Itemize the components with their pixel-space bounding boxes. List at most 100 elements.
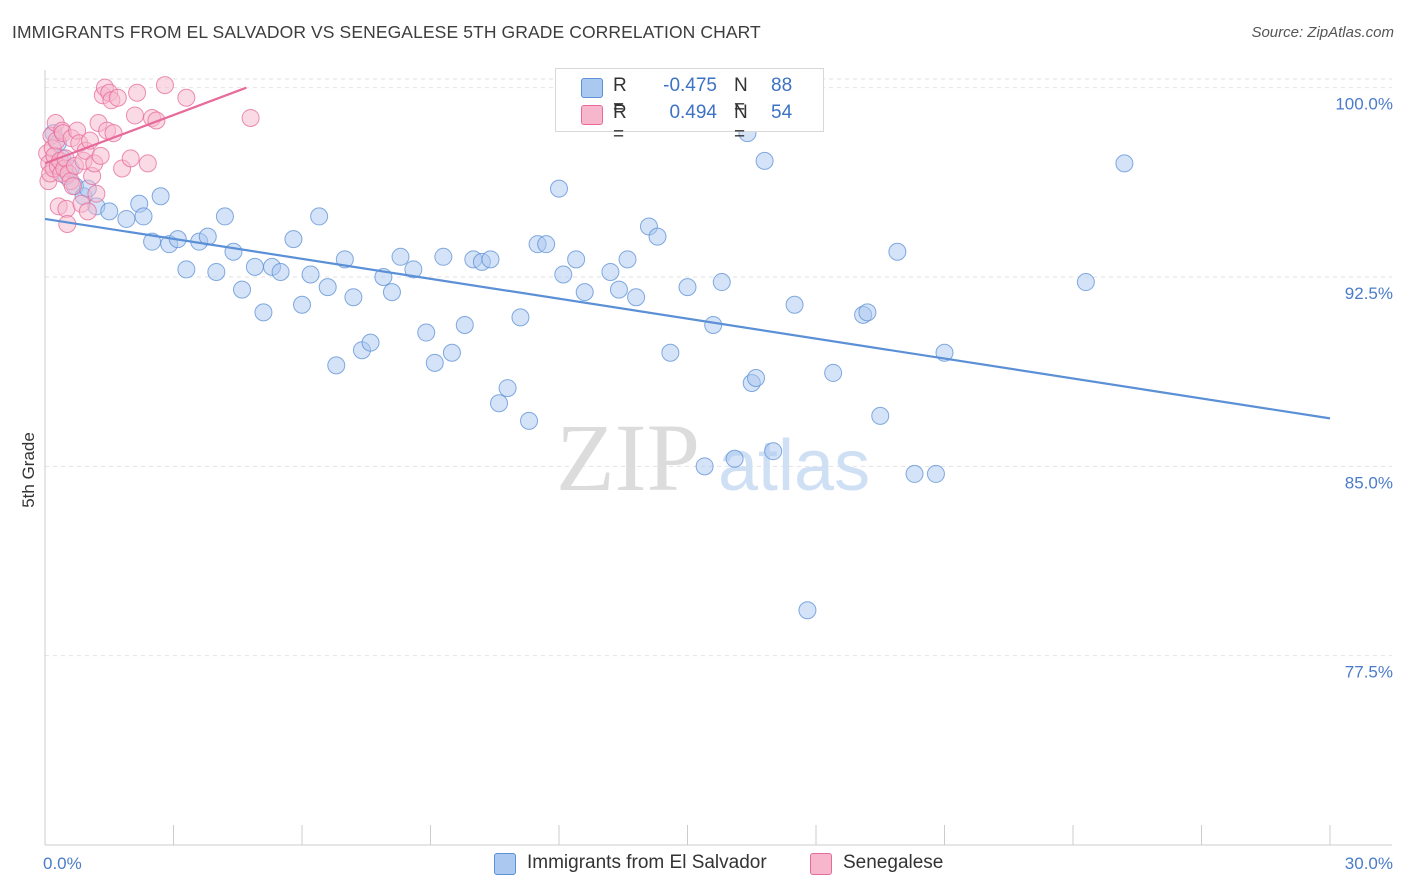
bottom-legend-swatch-blue — [494, 853, 516, 875]
data-point — [926, 464, 945, 483]
data-point — [537, 235, 556, 254]
legend-n-label: N = — [734, 75, 748, 118]
data-point — [1115, 154, 1134, 173]
data-point — [755, 151, 774, 170]
legend-r-label: R = — [613, 102, 627, 145]
legend-swatch-pink — [581, 105, 603, 125]
legend-r-value: -0.475 — [663, 75, 717, 96]
y-tick-label: 85.0% — [1345, 473, 1393, 492]
data-point — [245, 257, 264, 276]
x-tick-label: 30.0% — [1345, 854, 1393, 873]
data-point — [618, 250, 637, 269]
data-point — [224, 242, 243, 261]
bottom-legend-swatch-pink — [810, 853, 832, 875]
legend-n-value: 54 — [771, 102, 793, 123]
data-point — [104, 124, 123, 143]
data-point — [301, 265, 320, 284]
y-axis-label: 5th Grade — [19, 432, 38, 508]
trendline — [44, 217, 1331, 420]
data-point — [177, 88, 196, 107]
data-point — [177, 260, 196, 279]
data-point — [455, 315, 474, 334]
data-point — [481, 250, 500, 269]
bottom-legend-label: Immigrants from El Salvador — [527, 852, 767, 873]
data-point — [798, 601, 817, 620]
data-point — [678, 278, 697, 297]
data-point — [87, 184, 106, 203]
data-point — [425, 353, 444, 372]
legend-r-label: R = — [613, 75, 627, 118]
grid-lines — [45, 78, 1392, 657]
data-point — [128, 83, 147, 102]
watermark-atlas: atlas — [718, 426, 870, 506]
watermark: ZIP atlas — [556, 404, 870, 511]
y-tick-label: 77.5% — [1345, 663, 1393, 682]
data-point — [361, 333, 380, 352]
data-point — [888, 242, 907, 261]
source-label: Source: ZipAtlas.com — [1251, 24, 1394, 41]
trendline — [44, 86, 247, 165]
data-point — [575, 283, 594, 302]
series-el-salvador-points — [44, 91, 1134, 620]
watermark-zip: ZIP — [556, 404, 700, 511]
data-point — [344, 288, 363, 307]
data-point — [601, 262, 620, 281]
data-point — [271, 262, 290, 281]
data-point — [871, 406, 890, 425]
data-point — [241, 108, 260, 127]
data-point — [134, 207, 153, 226]
data-point — [695, 457, 714, 476]
data-point — [712, 273, 731, 292]
data-point — [404, 260, 423, 279]
data-point — [335, 250, 354, 269]
data-point — [254, 303, 273, 322]
data-point — [233, 280, 252, 299]
data-point — [207, 262, 226, 281]
data-point — [511, 308, 530, 327]
data-point — [785, 295, 804, 314]
data-point — [858, 303, 877, 322]
axes — [44, 70, 1392, 846]
data-point — [609, 280, 628, 299]
data-point — [91, 146, 110, 165]
data-point — [554, 265, 573, 284]
chart-title: IMMIGRANTS FROM EL SALVADOR VS SENEGALES… — [12, 22, 761, 42]
data-point — [100, 202, 119, 221]
trendlines — [44, 86, 1331, 420]
data-point — [155, 76, 174, 95]
data-point — [490, 394, 509, 413]
data-point — [382, 283, 401, 302]
legend-n-label: N = — [734, 102, 748, 145]
data-point — [725, 449, 744, 468]
data-point — [63, 177, 82, 196]
data-point — [138, 154, 157, 173]
data-point — [1076, 273, 1095, 292]
data-point — [78, 202, 97, 221]
data-point — [293, 295, 311, 314]
data-point — [121, 149, 140, 168]
y-tick-label: 100.0% — [1335, 95, 1393, 114]
y-tick-label: 92.5% — [1345, 284, 1393, 303]
data-point — [905, 464, 924, 483]
legend-r-value: 0.494 — [669, 102, 717, 123]
legend-swatch-blue — [581, 78, 603, 98]
data-point — [824, 363, 843, 382]
series-senegalese-points — [38, 76, 260, 233]
data-point — [661, 343, 680, 362]
correlation-legend: R = -0.475 N = 88 R = 0.494 N = 54 — [555, 68, 824, 145]
data-point — [151, 187, 170, 206]
data-point — [284, 230, 303, 249]
data-point — [498, 379, 517, 398]
data-point — [648, 227, 667, 246]
data-point — [318, 278, 337, 297]
data-point — [417, 323, 436, 342]
bottom-legend-label: Senegalese — [843, 852, 944, 873]
data-point — [310, 207, 329, 226]
data-point — [57, 199, 76, 218]
data-point — [550, 179, 568, 198]
data-point — [520, 411, 539, 430]
data-point — [434, 247, 453, 266]
tick-labels: 77.5% 85.0% 92.5% 100.0% 0.0% 30.0% — [43, 95, 1393, 873]
data-point — [764, 442, 783, 461]
